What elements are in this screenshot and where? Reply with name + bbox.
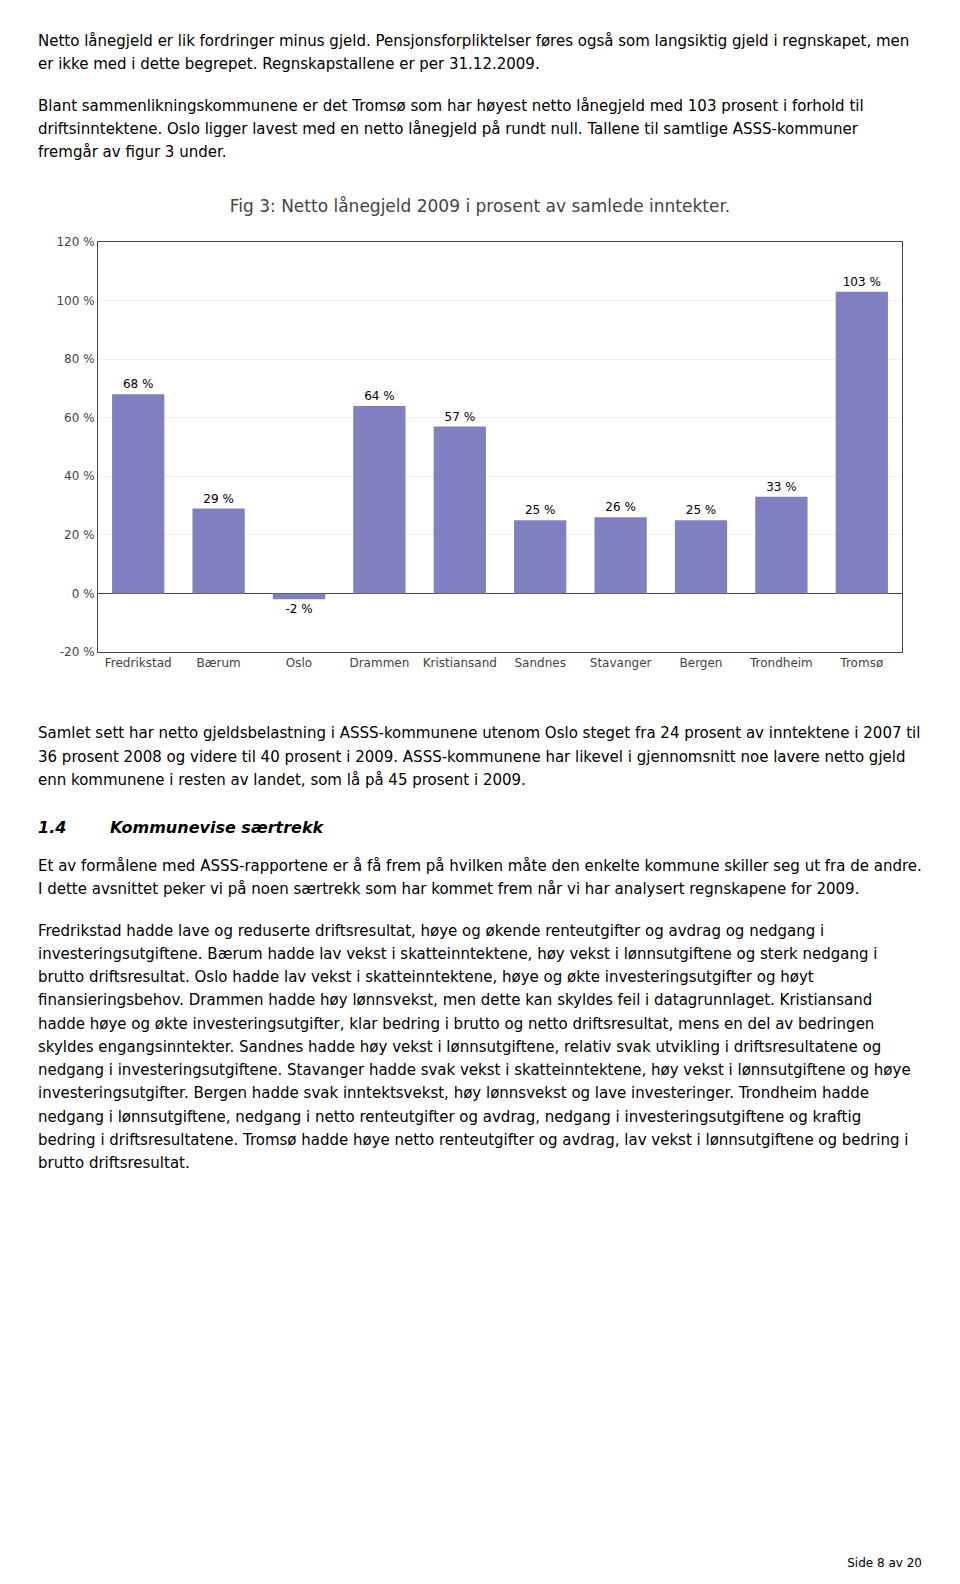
svg-text:20 %: 20 % bbox=[64, 528, 95, 542]
html-text:Fredrikstad hadde lave og redu: Fredrikstad hadde lave og reduserte drif… bbox=[38, 921, 911, 1172]
svg-text:64 %: 64 % bbox=[364, 389, 395, 403]
svg-text:40 %: 40 % bbox=[64, 470, 95, 484]
svg-text:Tromsø: Tromsø bbox=[839, 657, 883, 671]
svg-text:60 %: 60 % bbox=[64, 411, 95, 425]
svg-text:33 %: 33 % bbox=[766, 480, 797, 494]
html-text:Et av formålene med ASSS-rappo: Et av formålene med ASSS-rapportene er å… bbox=[38, 857, 922, 899]
svg-text:Oslo: Oslo bbox=[286, 657, 312, 671]
svg-text:25 %: 25 % bbox=[525, 503, 556, 517]
html-text:1.4: 1.4 bbox=[38, 818, 67, 837]
html-text:Netto lånegjeld er lik fordrin: Netto lånegjeld er lik fordringer minus … bbox=[38, 32, 910, 74]
svg-text:25 %: 25 % bbox=[686, 503, 717, 517]
svg-text:Trondheim: Trondheim bbox=[749, 657, 813, 671]
svg-text:80 %: 80 % bbox=[64, 353, 95, 367]
svg-text:100 %: 100 % bbox=[56, 294, 94, 308]
svg-text:Bergen: Bergen bbox=[680, 657, 723, 671]
svg-text:103 %: 103 % bbox=[843, 275, 881, 289]
svg-text:Bærum: Bærum bbox=[196, 657, 240, 671]
html-text:Kommunevise særtrekk: Kommunevise særtrekk bbox=[110, 818, 324, 837]
svg-text:Fredrikstad: Fredrikstad bbox=[105, 657, 172, 671]
html-text:Samlet sett har netto gjeldsbe: Samlet sett har netto gjeldsbelastning i… bbox=[38, 724, 921, 789]
html-text:Side 8 av 20: Side 8 av 20 bbox=[847, 1556, 922, 1570]
svg-text:29 %: 29 % bbox=[203, 492, 234, 506]
svg-text:0 %: 0 % bbox=[72, 587, 95, 601]
svg-text:Fig 3: Netto lånegjeld 2009 i: Fig 3: Netto lånegjeld 2009 i prosent av… bbox=[230, 196, 731, 216]
svg-text:68 %: 68 % bbox=[123, 378, 154, 392]
svg-text:Drammen: Drammen bbox=[349, 657, 409, 671]
svg-text:-2 %: -2 % bbox=[285, 603, 312, 617]
svg-text:26 %: 26 % bbox=[605, 501, 636, 515]
svg-text:Sandnes: Sandnes bbox=[514, 657, 565, 671]
svg-text:120 %: 120 % bbox=[56, 235, 94, 249]
html-text:Blant sammenlikningskommunene: Blant sammenlikningskommunene er det Tro… bbox=[38, 96, 864, 161]
svg-text:Stavanger: Stavanger bbox=[590, 657, 652, 671]
svg-text:-20 %: -20 % bbox=[60, 645, 95, 659]
svg-text:57 %: 57 % bbox=[445, 410, 476, 424]
svg-text:Kristiansand: Kristiansand bbox=[423, 657, 497, 671]
